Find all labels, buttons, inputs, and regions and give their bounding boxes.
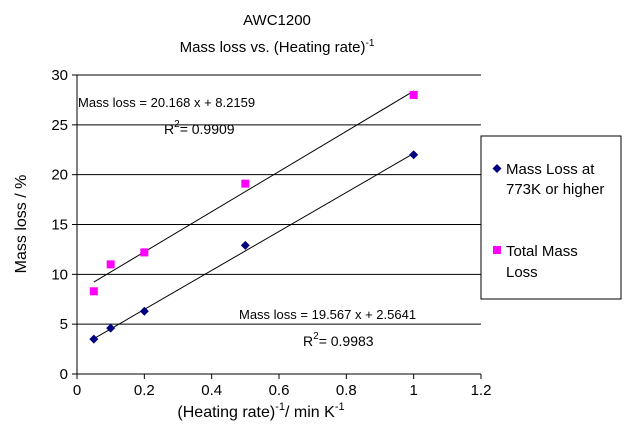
- legend-item-high: Mass Loss at 773K or higher: [492, 161, 604, 198]
- high-r2-label: R2= 0.9983: [303, 331, 374, 349]
- chart-title-superscript: -1: [365, 38, 374, 49]
- high-equation-label: Mass loss = 19.567 x + 2.5641: [239, 307, 416, 322]
- total-r2-value: = 0.9909: [180, 121, 235, 137]
- x-axis-label-mid: / min K: [285, 404, 335, 421]
- x-axis-label-main: (Heating rate): [177, 404, 275, 421]
- ticks: 0 5 10 15 20 25 30 0 0.2 0.4 0.6 0.8 1 1.2: [51, 67, 491, 399]
- x-tick-label-0.2: 0.2: [134, 382, 155, 399]
- x-tick-label-0.4: 0.4: [201, 382, 222, 399]
- chart-title-line2: Mass loss vs. (Heating rate)-1: [180, 38, 375, 56]
- x-tick-label-0.8: 0.8: [336, 382, 357, 399]
- x-axis-label-sup2: -1: [335, 401, 345, 413]
- point-series-0-0: [89, 334, 99, 344]
- high-r2-sup: 2: [313, 331, 319, 342]
- x-axis-label: (Heating rate)-1/ min K-1: [177, 401, 344, 421]
- point-series-0-2: [139, 306, 149, 316]
- y-tick-label-15: 15: [51, 217, 68, 234]
- x-axis-label-sup1: -1: [275, 401, 285, 413]
- gridlines: [77, 74, 481, 325]
- x-tick-label-1: 1: [409, 382, 417, 399]
- point-series-1-3: [241, 179, 250, 188]
- point-series-1-1: [106, 260, 115, 269]
- total-r2-label: R2= 0.9909: [164, 119, 235, 137]
- total-r2-prefix: R: [164, 121, 174, 137]
- high-r2-value: = 0.9983: [319, 333, 374, 349]
- y-tick-label-20: 20: [51, 167, 68, 184]
- chart-title-line1: AWC1200: [243, 12, 311, 29]
- point-series-0-4: [409, 150, 419, 160]
- point-series-1-4: [409, 90, 418, 99]
- data-points: [89, 90, 419, 344]
- legend-label-total-line2: Loss: [506, 264, 538, 281]
- total-equation-label: Mass loss = 20.168 x + 8.2159: [78, 95, 255, 110]
- y-axis-label: Mass loss / %: [13, 175, 30, 274]
- trendline-series-0: [93, 152, 414, 340]
- y-tick-label-5: 5: [60, 316, 68, 333]
- chart-title-line2-main: Mass loss vs. (Heating rate): [180, 39, 366, 56]
- legend-marker-square: [493, 246, 501, 254]
- y-tick-label-0: 0: [60, 366, 68, 383]
- y-tick-label-10: 10: [51, 266, 68, 283]
- total-r2-sup: 2: [174, 119, 180, 130]
- legend: Mass Loss at 773K or higher Total Mass L…: [480, 135, 622, 300]
- point-series-0-3: [240, 240, 250, 250]
- point-series-1-2: [140, 248, 149, 257]
- x-tick-label-0: 0: [73, 382, 81, 399]
- point-series-1-0: [89, 287, 98, 296]
- legend-label-high-line2: 773K or higher: [506, 181, 604, 198]
- legend-label-high-line1: Mass Loss at: [506, 161, 595, 178]
- x-tick-label-1.2: 1.2: [471, 382, 492, 399]
- legend-item-total: Total Mass Loss: [493, 243, 578, 281]
- trendlines: [93, 90, 414, 340]
- legend-box: [480, 135, 622, 300]
- high-r2-prefix: R: [303, 333, 313, 349]
- x-tick-label-0.6: 0.6: [269, 382, 290, 399]
- y-tick-label-25: 25: [51, 117, 68, 134]
- point-series-0-1: [106, 323, 116, 333]
- legend-label-total-line1: Total Mass: [506, 243, 578, 260]
- y-tick-label-30: 30: [51, 67, 68, 84]
- legend-marker-diamond: [492, 164, 502, 173]
